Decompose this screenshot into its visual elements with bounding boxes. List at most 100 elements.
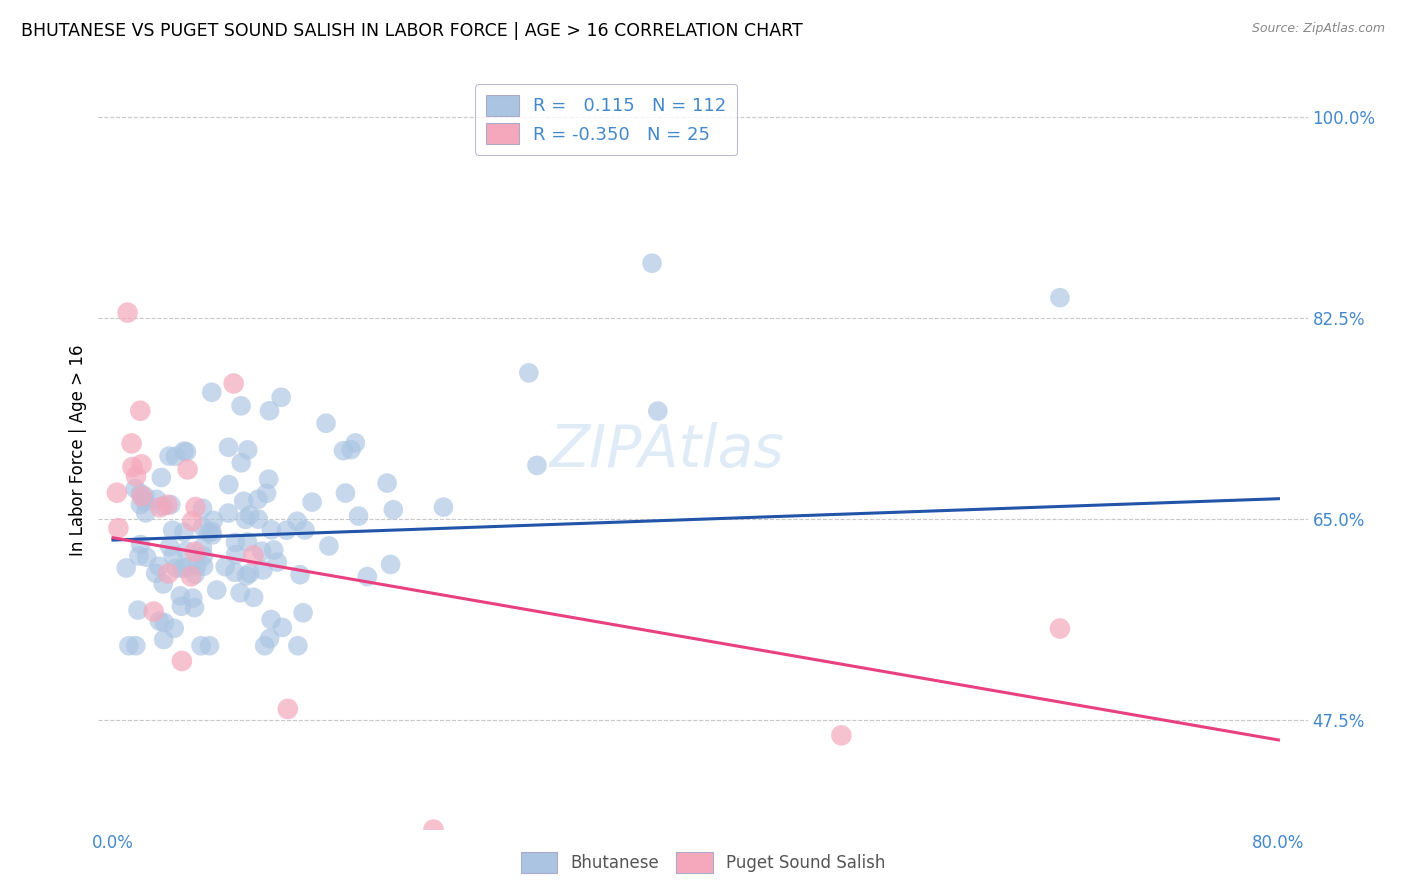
Point xyxy=(145,566,167,581)
Point xyxy=(231,456,253,470)
Point xyxy=(217,506,239,520)
Point xyxy=(201,528,224,542)
Point xyxy=(142,605,165,619)
Point xyxy=(135,550,157,565)
Point xyxy=(229,586,252,600)
Y-axis label: In Labor Force | Age > 16: In Labor Force | Age > 16 xyxy=(69,344,87,557)
Point xyxy=(193,559,215,574)
Point xyxy=(830,728,852,742)
Point xyxy=(260,523,283,537)
Point xyxy=(526,458,548,473)
Point xyxy=(252,563,274,577)
Point xyxy=(163,621,186,635)
Point xyxy=(217,440,239,454)
Point xyxy=(134,489,156,503)
Point xyxy=(202,513,225,527)
Point xyxy=(253,639,276,653)
Point xyxy=(236,535,259,549)
Point xyxy=(191,501,214,516)
Point xyxy=(222,376,245,391)
Point xyxy=(135,506,157,520)
Point xyxy=(382,502,405,516)
Point xyxy=(148,614,170,628)
Point xyxy=(277,702,299,716)
Point xyxy=(285,514,308,528)
Point xyxy=(131,458,153,472)
Point xyxy=(218,477,240,491)
Point xyxy=(197,525,219,540)
Point xyxy=(260,613,283,627)
Point xyxy=(129,498,152,512)
Point xyxy=(172,561,194,575)
Point xyxy=(225,548,247,562)
Point xyxy=(148,559,170,574)
Point xyxy=(205,582,228,597)
Legend: R =   0.115   N = 112, R = -0.350   N = 25: R = 0.115 N = 112, R = -0.350 N = 25 xyxy=(475,84,737,155)
Point xyxy=(380,558,402,572)
Point xyxy=(239,566,262,581)
Point xyxy=(181,591,204,606)
Point xyxy=(159,540,181,554)
Point xyxy=(153,615,176,630)
Point xyxy=(181,514,204,528)
Point xyxy=(131,489,153,503)
Point xyxy=(432,500,454,515)
Point xyxy=(315,417,337,431)
Point xyxy=(318,539,340,553)
Point xyxy=(201,385,224,400)
Point xyxy=(156,498,179,512)
Point xyxy=(186,558,208,573)
Point xyxy=(173,444,195,458)
Point xyxy=(176,462,198,476)
Point xyxy=(270,390,292,404)
Point xyxy=(236,442,259,457)
Point xyxy=(294,523,316,537)
Point xyxy=(176,560,198,574)
Point xyxy=(257,472,280,486)
Point xyxy=(288,567,311,582)
Point xyxy=(340,442,363,457)
Point xyxy=(121,436,143,450)
Point xyxy=(176,444,198,458)
Point xyxy=(157,449,180,463)
Point xyxy=(152,577,174,591)
Point xyxy=(121,460,143,475)
Point xyxy=(170,599,193,614)
Point xyxy=(159,498,181,512)
Point xyxy=(239,508,262,522)
Point xyxy=(180,569,202,583)
Point xyxy=(157,566,180,581)
Point xyxy=(292,606,315,620)
Point xyxy=(117,305,139,319)
Point xyxy=(191,520,214,534)
Point xyxy=(165,450,187,464)
Legend: Bhutanese, Puget Sound Salish: Bhutanese, Puget Sound Salish xyxy=(515,846,891,880)
Text: BHUTANESE VS PUGET SOUND SALISH IN LABOR FORCE | AGE > 16 CORRELATION CHART: BHUTANESE VS PUGET SOUND SALISH IN LABOR… xyxy=(21,22,803,40)
Point xyxy=(184,567,207,582)
Point xyxy=(259,403,281,417)
Point xyxy=(118,639,141,653)
Point xyxy=(129,537,152,551)
Point xyxy=(235,512,257,526)
Point xyxy=(145,492,167,507)
Point xyxy=(224,535,246,549)
Point xyxy=(301,495,323,509)
Point xyxy=(517,366,540,380)
Point xyxy=(235,569,257,583)
Point xyxy=(232,494,254,508)
Point xyxy=(335,486,357,500)
Point xyxy=(107,521,129,535)
Point xyxy=(193,549,215,563)
Point xyxy=(201,524,224,539)
Text: ZIPAtlas: ZIPAtlas xyxy=(550,422,785,479)
Point xyxy=(246,492,269,507)
Point xyxy=(149,500,172,515)
Point xyxy=(332,443,354,458)
Point xyxy=(224,566,246,580)
Point xyxy=(256,486,278,500)
Point xyxy=(422,822,444,837)
Point xyxy=(242,591,264,605)
Point xyxy=(1049,622,1071,636)
Point xyxy=(127,603,149,617)
Point xyxy=(152,499,174,513)
